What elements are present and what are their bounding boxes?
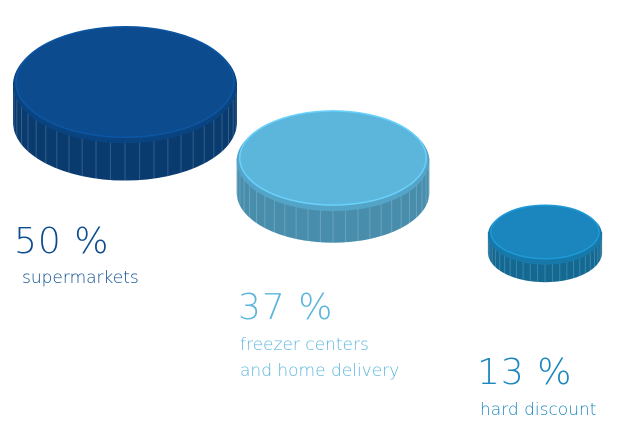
disk-top — [238, 110, 428, 206]
category-label: freezer centers and home delivery — [240, 335, 400, 381]
value-label: 13 % — [477, 352, 573, 393]
category-label: supermarkets — [22, 268, 139, 288]
value-label: 37 % — [238, 287, 334, 328]
disk — [236, 110, 430, 243]
value-label: 50 % — [14, 221, 110, 262]
disk-top — [15, 26, 235, 138]
disk-top — [490, 204, 600, 260]
category-label: hard discount — [480, 400, 597, 420]
disk — [487, 204, 603, 283]
disk — [13, 26, 237, 181]
